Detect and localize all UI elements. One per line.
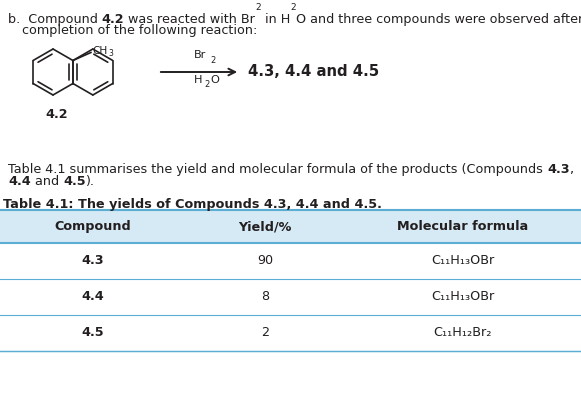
- Text: Compound: Compound: [54, 220, 131, 233]
- Bar: [0, 315, 581, 351]
- Text: 4.2: 4.2: [102, 13, 124, 26]
- Text: 4.3: 4.3: [547, 163, 569, 176]
- Text: ).: ).: [85, 175, 95, 188]
- Text: Yield/%: Yield/%: [238, 220, 292, 233]
- Text: 4.2: 4.2: [45, 108, 67, 121]
- Text: completion of the following reaction:: completion of the following reaction:: [22, 24, 257, 37]
- Text: Table 4.1: The yields of Compounds 4.3, 4.4 and 4.5.: Table 4.1: The yields of Compounds 4.3, …: [3, 198, 382, 211]
- Text: Molecular formula: Molecular formula: [397, 220, 529, 233]
- Text: O: O: [210, 75, 219, 85]
- Bar: [0, 210, 581, 243]
- Text: H: H: [194, 75, 203, 85]
- Text: 3: 3: [108, 49, 113, 58]
- Bar: [0, 243, 581, 279]
- Text: C₁₁H₁₃OBr: C₁₁H₁₃OBr: [431, 255, 494, 267]
- Text: ,: ,: [569, 163, 573, 176]
- Text: 4.4: 4.4: [81, 290, 104, 304]
- Text: was reacted with Br: was reacted with Br: [124, 13, 256, 26]
- Text: 2: 2: [204, 80, 209, 89]
- Text: b.  Compound: b. Compound: [8, 13, 102, 26]
- Text: 4.4: 4.4: [8, 175, 31, 188]
- Text: in H: in H: [261, 13, 290, 26]
- Text: 8: 8: [261, 290, 269, 304]
- Text: O and three compounds were observed after: O and three compounds were observed afte…: [296, 13, 581, 26]
- Text: CH: CH: [92, 45, 107, 55]
- Bar: [0, 279, 581, 315]
- Text: C₁₁H₁₂Br₂: C₁₁H₁₂Br₂: [434, 327, 492, 339]
- Text: Br: Br: [194, 50, 206, 60]
- Text: 2: 2: [261, 327, 269, 339]
- Text: 4.5: 4.5: [81, 327, 104, 339]
- Text: 90: 90: [257, 255, 273, 267]
- Text: 4.3, 4.4 and 4.5: 4.3, 4.4 and 4.5: [248, 64, 379, 79]
- Text: C₁₁H₁₃OBr: C₁₁H₁₃OBr: [431, 290, 494, 304]
- Text: 4.5: 4.5: [63, 175, 85, 188]
- Text: and: and: [31, 175, 63, 188]
- Text: 4.3: 4.3: [81, 255, 104, 267]
- Text: 2: 2: [210, 56, 215, 65]
- Text: 2: 2: [256, 3, 261, 12]
- Text: 2: 2: [290, 3, 296, 12]
- Text: Table 4.1 summarises the yield and molecular formula of the products (Compounds: Table 4.1 summarises the yield and molec…: [8, 163, 547, 176]
